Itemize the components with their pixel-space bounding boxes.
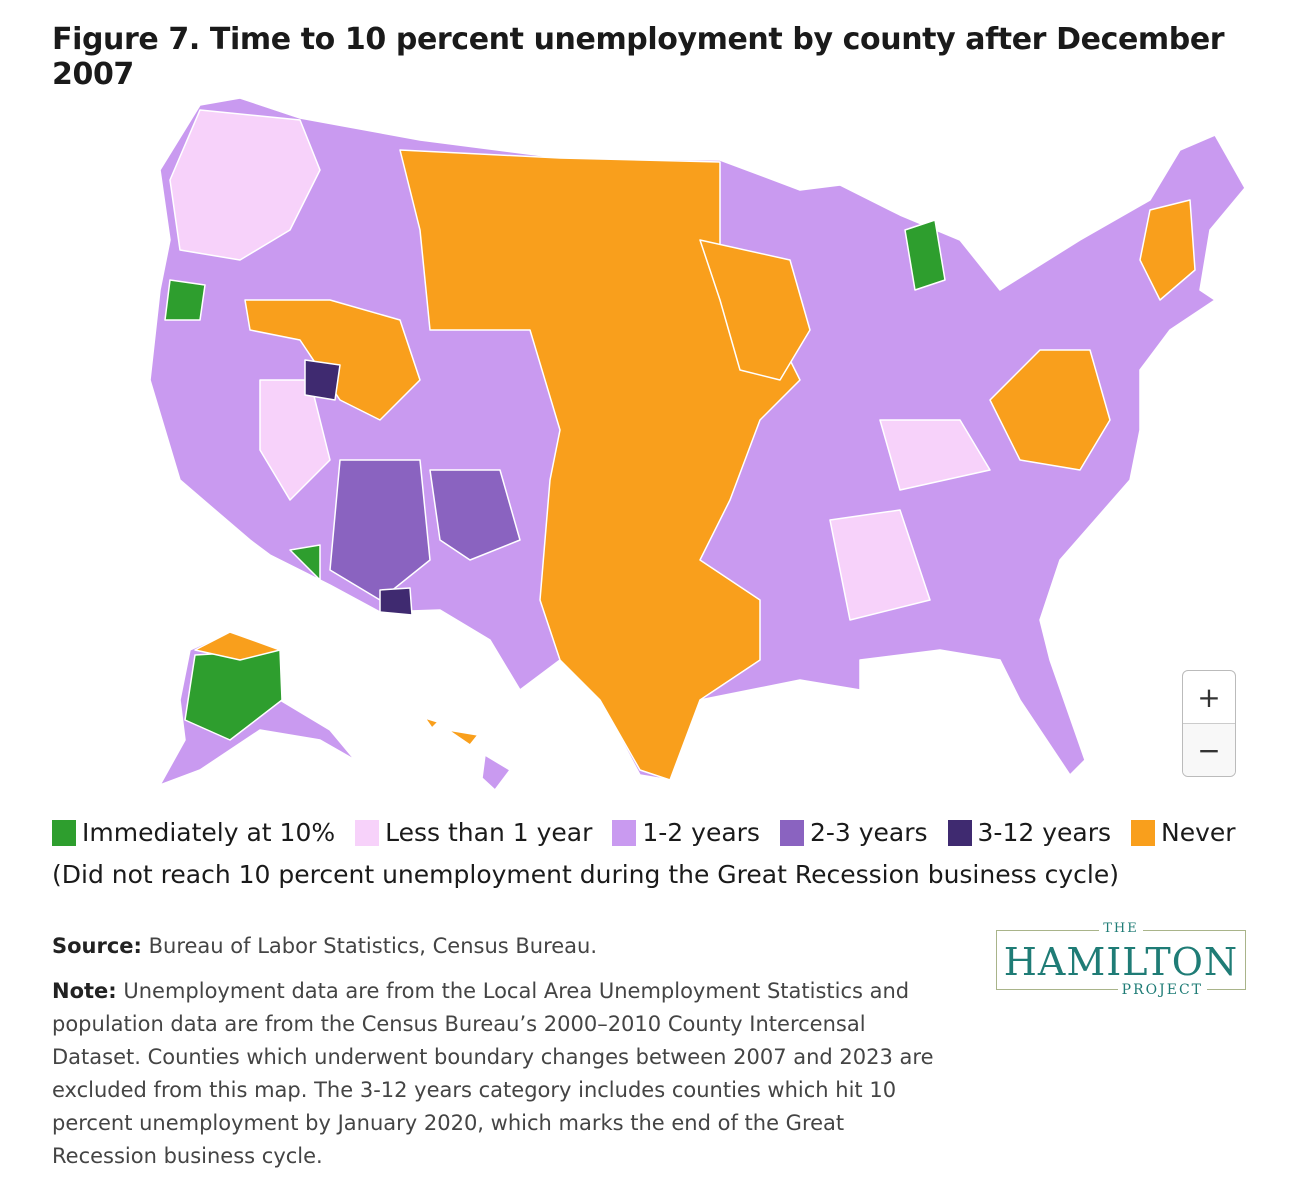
legend-swatch [1131,819,1156,846]
legend-label: Never [1161,818,1236,847]
logo-name: HAMILTON [1003,940,1239,984]
legend-note: (Did not reach 10 percent unemployment d… [52,860,1119,889]
legend-swatch [52,819,76,846]
legend-swatch [947,819,972,846]
legend: Immediately at 10% Less than 1 year 1-2 … [52,818,1236,847]
source-body: Bureau of Labor Statistics, Census Burea… [141,934,598,958]
legend-label: 1-2 years [642,818,760,847]
region-va-never[interactable] [989,349,1111,471]
legend-swatch [612,819,637,846]
legend-label: Less than 1 year [385,818,593,847]
region-ca-green[interactable] [164,279,206,321]
legend-label: Immediately at 10% [82,818,336,847]
source-text: Source: Bureau of Labor Statistics, Cens… [52,934,597,958]
zoom-out-button[interactable]: − [1183,723,1235,776]
region-alaska-never[interactable] [194,631,281,661]
region-midwest-never[interactable] [699,239,811,381]
region-nevada-light[interactable] [259,379,331,501]
legend-label: 3-12 years [977,818,1112,847]
legend-swatch [779,819,804,846]
region-dark[interactable] [304,359,341,401]
hamilton-project-logo: THE HAMILTON PROJECT [996,921,1246,998]
legend-label: 2-3 years [809,818,928,847]
region-south-light[interactable] [829,509,931,621]
county-map[interactable] [0,80,1296,800]
note-text: Note: Unemployment data are from the Loc… [52,975,952,1173]
region-kentucky-light[interactable] [879,419,991,491]
region-basin-never[interactable] [244,299,421,421]
legend-item: Never [1131,818,1236,847]
zoom-in-button[interactable]: + [1197,680,1221,714]
region-hawaii-2[interactable] [447,729,479,746]
legend-item: Less than 1 year [355,818,592,847]
region-mich-green[interactable] [904,219,946,291]
region-pacific-light[interactable] [169,109,321,261]
region-hawaii-3[interactable] [481,754,511,791]
zoom-control: + − [1182,670,1236,777]
region-hawaii-1[interactable] [424,717,439,729]
figure-title: Figure 7. Time to 10 percent unemploymen… [52,22,1225,92]
region-ne-never[interactable] [1139,199,1196,301]
region-az-green[interactable] [289,544,321,581]
region-dark-2[interactable] [379,587,413,616]
legend-swatch [355,819,380,846]
logo-the: THE [1099,921,1143,936]
legend-item: 3-12 years [947,818,1112,847]
region-nm-purple[interactable] [429,469,521,561]
legend-item: Immediately at 10% [52,818,335,847]
region-mtn-purple[interactable] [329,459,431,601]
legend-item: 2-3 years [779,818,928,847]
legend-item: 1-2 years [612,818,760,847]
logo-project: PROJECT [1117,982,1207,998]
note-label: Note: [52,979,117,1003]
note-body: Unemployment data are from the Local Are… [52,979,934,1168]
source-label: Source: [52,934,142,958]
